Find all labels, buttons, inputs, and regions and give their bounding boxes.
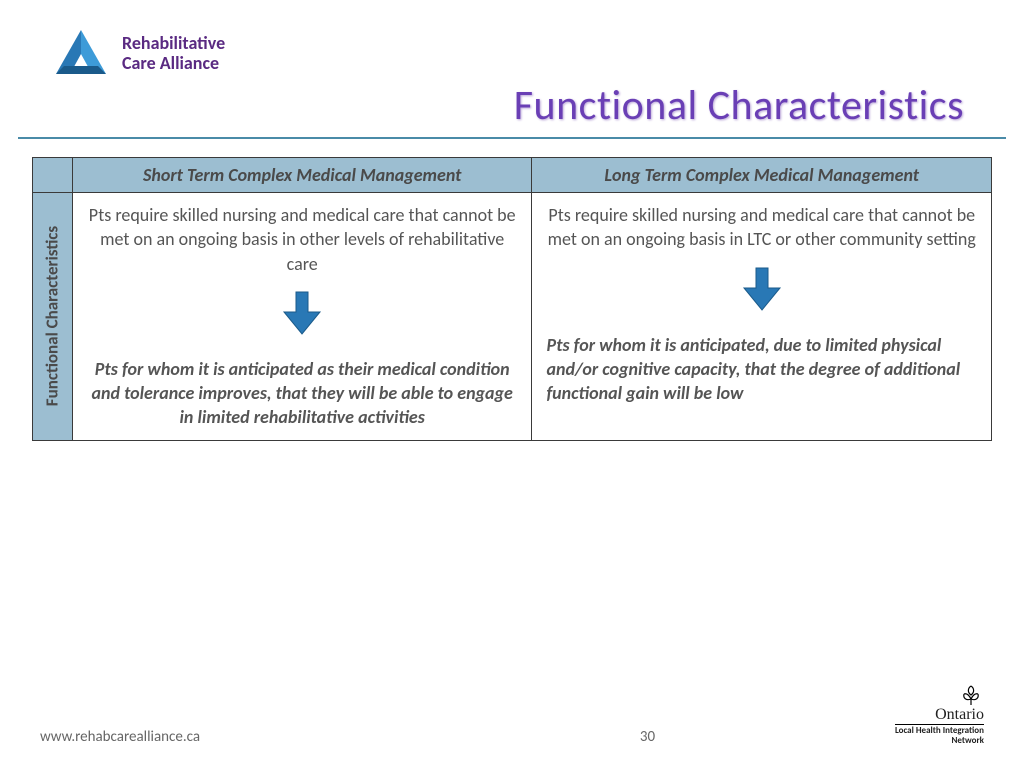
cell-bottom-text: Pts for whom it is anticipated, due to l… [546,333,977,406]
down-arrow-icon [87,290,518,341]
header: Rehabilitative Care Alliance [0,0,1024,90]
col-header-long-term: Long Term Complex Medical Management [532,158,992,193]
sponsor-sub2: Network [895,736,984,746]
cell-long-term: Pts require skilled nursing and medical … [532,193,992,441]
trillium-icon [958,684,984,706]
sponsor-name: Ontario [895,706,984,724]
row-header: Functional Characteristics [33,193,73,441]
brand-text: Rehabilitative Care Alliance [122,34,225,74]
footer-url: www.rehabcarealliance.ca [40,728,200,746]
table-corner [33,158,73,193]
cell-short-term: Pts require skilled nursing and medical … [72,193,532,441]
page-number: 30 [640,728,655,746]
cell-top-text: Pts require skilled nursing and medical … [546,203,977,252]
brand-line2: Care Alliance [122,54,225,74]
down-arrow-icon [546,266,977,317]
sponsor-logo: Ontario Local Health Integration Network [895,684,984,746]
footer: www.rehabcarealliance.ca 30 Ontario Loca… [0,684,1024,746]
cell-bottom-text: Pts for whom it is anticipated as their … [87,357,518,430]
cell-top-text: Pts require skilled nursing and medical … [87,203,518,276]
title-divider [18,137,1006,139]
brand-logo: Rehabilitative Care Alliance [50,26,225,82]
col-header-short-term: Short Term Complex Medical Management [72,158,532,193]
row-header-label: Functional Characteristics [42,226,63,406]
comparison-table: Short Term Complex Medical Management Lo… [32,157,992,441]
page-title: Functional Characteristics [0,80,1024,131]
triangle-icon [50,26,112,82]
